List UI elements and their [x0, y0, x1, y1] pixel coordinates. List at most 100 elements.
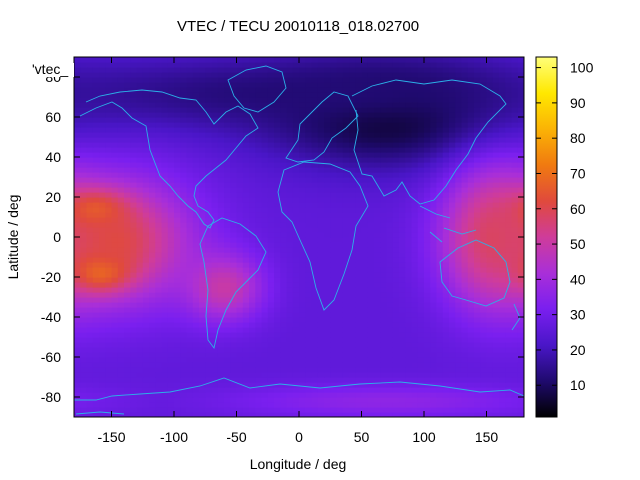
heatmap-cell [330, 262, 338, 268]
heatmap-cell [492, 192, 500, 198]
heatmap-cell [249, 322, 256, 328]
heatmap-cell [305, 372, 313, 378]
heatmap-cell [80, 167, 88, 173]
heatmap-cell [411, 117, 419, 123]
heatmap-cell [505, 82, 513, 88]
heatmap-cell [355, 347, 363, 353]
heatmap-cell [249, 362, 256, 368]
heatmap-cell [505, 232, 513, 238]
heatmap-cell [205, 277, 213, 283]
heatmap-cell [305, 237, 313, 243]
heatmap-cell [386, 337, 394, 343]
heatmap-cell [492, 322, 500, 328]
heatmap-cell [342, 257, 350, 263]
heatmap-cell [180, 382, 188, 388]
heatmap-cell [242, 302, 250, 308]
heatmap-cell [361, 407, 369, 413]
heatmap-cell [261, 342, 269, 348]
heatmap-cell [299, 122, 306, 128]
heatmap-cell [311, 217, 319, 223]
heatmap-cell [205, 262, 213, 268]
heatmap-cell [124, 172, 131, 178]
heatmap-cell [255, 107, 263, 113]
heatmap-cell [405, 277, 413, 283]
heatmap-cell [255, 302, 263, 308]
heatmap-cell [230, 207, 238, 213]
heatmap-cell [180, 237, 188, 243]
heatmap-cell [317, 82, 325, 88]
heatmap-cell [436, 187, 444, 193]
heatmap-cell [405, 302, 413, 308]
heatmap-cell [442, 117, 450, 123]
heatmap-cell [455, 317, 463, 323]
heatmap-cell [411, 407, 419, 413]
heatmap-cell [236, 172, 244, 178]
heatmap-cell [461, 247, 469, 253]
heatmap-cell [186, 412, 194, 417]
heatmap-cell [192, 297, 200, 303]
heatmap-cell [367, 397, 375, 403]
heatmap-cell [374, 232, 381, 238]
heatmap-cell [330, 157, 338, 163]
heatmap-cell [411, 372, 419, 378]
heatmap-cell [417, 362, 425, 368]
heatmap-cell [161, 352, 169, 358]
heatmap-cell [392, 277, 400, 283]
heatmap-cell [430, 207, 438, 213]
heatmap-cell [499, 157, 506, 163]
heatmap-cell [286, 407, 294, 413]
heatmap-cell [311, 377, 319, 383]
heatmap-cell [455, 187, 463, 193]
heatmap-cell [117, 247, 125, 253]
heatmap-cell [474, 302, 481, 308]
heatmap-cell [124, 72, 131, 78]
heatmap-cell [505, 407, 513, 413]
heatmap-cell [461, 352, 469, 358]
heatmap-cell [174, 412, 181, 417]
heatmap-cell [486, 392, 494, 398]
heatmap-cell [442, 297, 450, 303]
heatmap-cell [499, 242, 506, 248]
heatmap-cell [249, 167, 256, 173]
heatmap-cell [211, 142, 219, 148]
heatmap-cell [411, 127, 419, 133]
heatmap-cell [180, 247, 188, 253]
heatmap-cell [186, 342, 194, 348]
heatmap-cell [286, 127, 294, 133]
heatmap-cell [349, 342, 356, 348]
heatmap-cell [117, 262, 125, 268]
heatmap-cell [380, 312, 388, 318]
heatmap-cell [442, 77, 450, 83]
heatmap-cell [199, 407, 206, 413]
heatmap-cell [386, 177, 394, 183]
heatmap-cell [199, 87, 206, 93]
heatmap-cell [224, 87, 231, 93]
heatmap-cell [317, 282, 325, 288]
heatmap-cell [311, 362, 319, 368]
heatmap-cell [336, 157, 344, 163]
heatmap-cell [455, 382, 463, 388]
heatmap-cell [330, 362, 338, 368]
heatmap-cell [317, 157, 325, 163]
heatmap-cell [117, 82, 125, 88]
heatmap-cell [349, 112, 356, 118]
heatmap-cell [192, 157, 200, 163]
heatmap-cell [236, 192, 244, 198]
heatmap-cell [461, 177, 469, 183]
heatmap-cell [192, 262, 200, 268]
heatmap-cell [486, 302, 494, 308]
heatmap-cell [455, 87, 463, 93]
heatmap-cell [486, 232, 494, 238]
heatmap-cell [292, 362, 300, 368]
heatmap-cell [86, 207, 94, 213]
heatmap-cell [86, 407, 94, 413]
heatmap-cell [124, 232, 131, 238]
heatmap-cell [242, 252, 250, 258]
heatmap-cell [86, 122, 94, 128]
heatmap-cell [174, 207, 181, 213]
heatmap-cell [199, 412, 206, 417]
heatmap-cell [392, 382, 400, 388]
heatmap-cell [155, 257, 163, 263]
heatmap-cell [236, 317, 244, 323]
heatmap-cell [442, 262, 450, 268]
